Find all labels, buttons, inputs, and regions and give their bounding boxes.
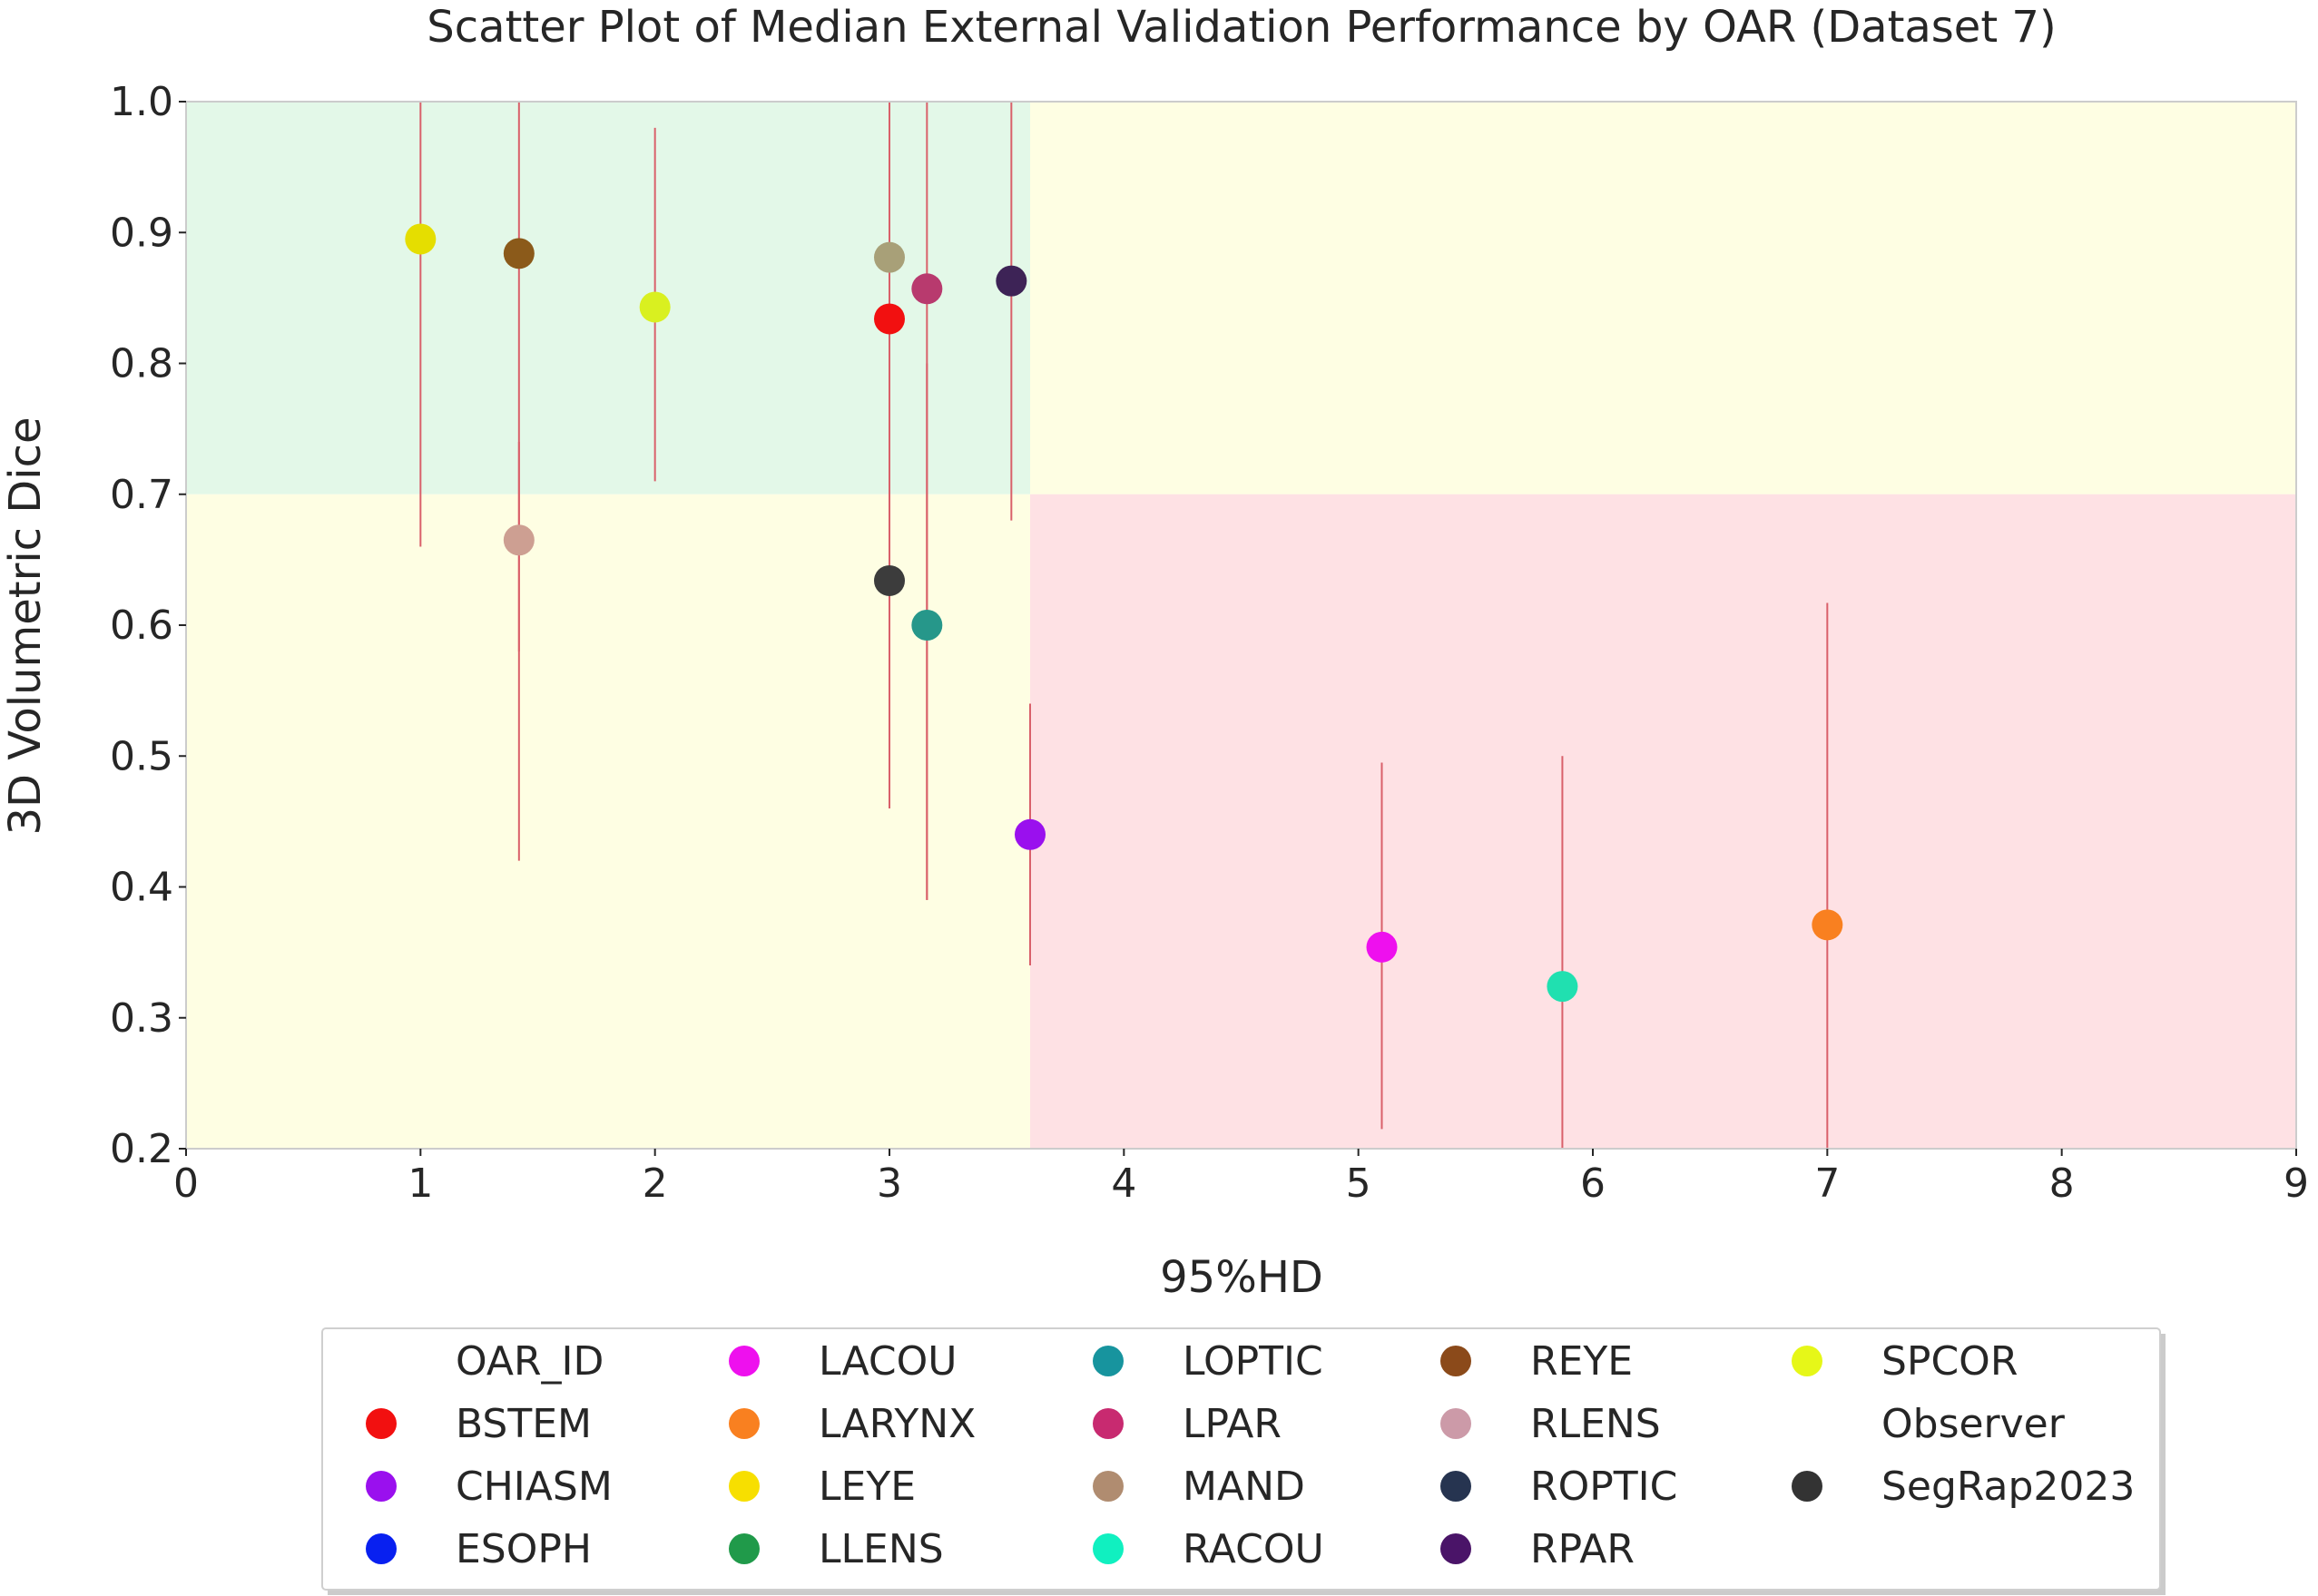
x-axis-ticks: 0 1 2 3 4 5 6 7 8 9 xyxy=(173,1149,2309,1207)
legend-marker-racou xyxy=(1093,1533,1124,1564)
legend-label-leye: LEYE xyxy=(819,1464,916,1510)
legend-marker-segrap2023 xyxy=(1792,1471,1822,1502)
legend-label-rlens: RLENS xyxy=(1530,1401,1661,1447)
y-tick-label: 0.3 xyxy=(110,995,173,1042)
legend-label-mand: MAND xyxy=(1183,1464,1305,1510)
y-tick-label: 0.2 xyxy=(110,1126,173,1172)
legend-box xyxy=(321,1327,2161,1591)
legend-label-segrap2023: SegRap2023 xyxy=(1881,1464,2135,1510)
legend-marker-leye xyxy=(729,1471,760,1502)
point-loptic xyxy=(911,610,943,641)
x-tick-label: 1 xyxy=(408,1160,433,1207)
x-tick-label: 5 xyxy=(1346,1160,1371,1207)
legend-marker-larynx xyxy=(729,1408,760,1439)
quadrant-regions xyxy=(186,102,2296,1149)
legend-marker-roptic xyxy=(1440,1471,1471,1502)
legend-label-observer: Observer xyxy=(1881,1401,2066,1447)
data-points xyxy=(405,223,1843,1003)
point-mand xyxy=(874,241,905,273)
point-larynx xyxy=(1812,909,1843,941)
legend-label-esoph: ESOPH xyxy=(456,1526,592,1572)
x-axis-label: 95%HD xyxy=(1160,1252,1323,1303)
y-tick-label: 0.9 xyxy=(110,210,173,256)
legend-label-racou: RACOU xyxy=(1183,1526,1324,1572)
point-chiasm xyxy=(1015,818,1046,850)
x-tick-label: 8 xyxy=(2049,1160,2075,1207)
legend-marker-rpar xyxy=(1440,1533,1471,1564)
legend-label-rpar: RPAR xyxy=(1530,1526,1635,1572)
legend-label-loptic: LOPTIC xyxy=(1183,1338,1323,1385)
legend: OAR_ID BSTEM CHIASM ESOPH LACOU LARYNX LEYE LLE… xyxy=(321,1327,2166,1595)
legend-label-spcor: SPCOR xyxy=(1881,1338,2018,1385)
x-tick-label: 4 xyxy=(1111,1160,1136,1207)
legend-marker-loptic xyxy=(1093,1346,1124,1376)
x-tick-label: 7 xyxy=(1814,1160,1840,1207)
x-tick-label: 2 xyxy=(643,1160,668,1207)
point-segrap2023 xyxy=(874,564,905,596)
point-lpar xyxy=(911,273,943,305)
region-0 xyxy=(186,102,1030,494)
legend-marker-llens xyxy=(729,1533,760,1564)
legend-marker-lpar xyxy=(1093,1408,1124,1439)
y-tick-label: 0.4 xyxy=(110,865,173,911)
legend-label-roptic: ROPTIC xyxy=(1530,1464,1677,1510)
legend-marker-rlens xyxy=(1440,1408,1471,1439)
legend-label-bstem: BSTEM xyxy=(456,1401,592,1447)
point-reye xyxy=(503,238,535,269)
x-tick-label: 6 xyxy=(1580,1160,1606,1207)
legend-label-reye: REYE xyxy=(1530,1338,1633,1385)
point-lacou xyxy=(1366,931,1398,963)
point-rpar xyxy=(996,265,1027,297)
y-axis-ticks: 0.2 0.3 0.4 0.5 0.6 0.7 0.8 0.9 1.0 xyxy=(110,79,186,1172)
legend-marker-spcor xyxy=(1792,1346,1822,1376)
legend-label-larynx: LARYNX xyxy=(819,1401,976,1447)
point-spcor xyxy=(639,291,671,323)
x-tick-label: 9 xyxy=(2284,1160,2309,1207)
y-tick-label: 0.6 xyxy=(110,602,173,649)
x-tick-label: 0 xyxy=(173,1160,199,1207)
legend-marker-lacou xyxy=(729,1346,760,1376)
region-3 xyxy=(1030,494,2296,1149)
chart-title: Scatter Plot of Median External Validati… xyxy=(427,2,2056,53)
legend-marker-esoph xyxy=(366,1533,397,1564)
point-racou xyxy=(1547,971,1578,1003)
legend-label-llens: LLENS xyxy=(819,1526,944,1572)
point-bstem xyxy=(874,303,905,335)
legend-label-chiasm: CHIASM xyxy=(456,1464,613,1510)
legend-marker-reye xyxy=(1440,1346,1471,1376)
y-tick-label: 1.0 xyxy=(110,79,173,125)
region-2 xyxy=(186,494,1030,1149)
error-bars xyxy=(419,102,1829,1149)
y-axis-label: 3D Volumetric Dice xyxy=(0,416,51,835)
x-tick-label: 3 xyxy=(877,1160,902,1207)
legend-label-lacou: LACOU xyxy=(819,1338,957,1385)
y-tick-label: 0.8 xyxy=(110,341,173,387)
legend-marker-bstem xyxy=(366,1408,397,1439)
point-rlens xyxy=(503,524,535,556)
legend-label-lpar: LPAR xyxy=(1183,1401,1282,1447)
point-leye xyxy=(405,223,437,255)
region-1 xyxy=(1030,102,2296,494)
legend-marker-mand xyxy=(1093,1471,1124,1502)
legend-label-oar-id: OAR_ID xyxy=(456,1338,604,1385)
y-tick-label: 0.7 xyxy=(110,472,173,518)
legend-marker-chiasm xyxy=(366,1471,397,1502)
y-tick-label: 0.5 xyxy=(110,733,173,779)
